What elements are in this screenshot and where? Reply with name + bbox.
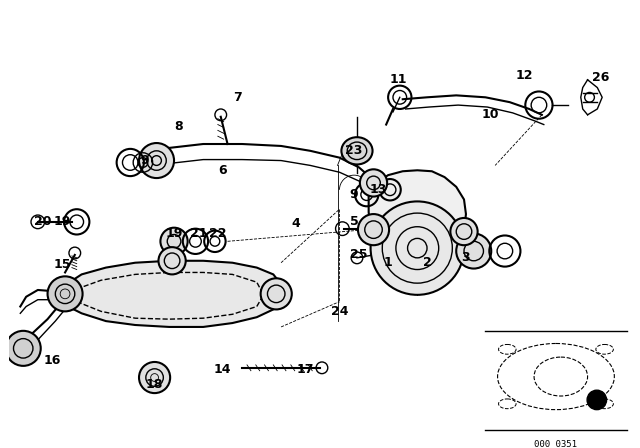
Text: 8: 8 — [175, 120, 183, 133]
Circle shape — [371, 202, 464, 295]
Circle shape — [260, 278, 292, 310]
Circle shape — [360, 169, 387, 197]
Circle shape — [139, 362, 170, 393]
Polygon shape — [369, 170, 466, 276]
Circle shape — [358, 214, 389, 245]
Polygon shape — [55, 261, 281, 327]
Text: 5: 5 — [349, 215, 358, 228]
Circle shape — [159, 247, 186, 274]
Text: 19: 19 — [165, 227, 183, 240]
Circle shape — [161, 228, 188, 255]
Circle shape — [6, 331, 41, 366]
Text: 14: 14 — [214, 363, 232, 376]
Text: 2: 2 — [422, 256, 431, 269]
Text: 9: 9 — [141, 154, 149, 167]
Text: 20: 20 — [34, 215, 51, 228]
Text: 24: 24 — [331, 305, 348, 318]
Text: 12: 12 — [516, 69, 533, 82]
Text: 7: 7 — [233, 91, 242, 104]
Text: 15: 15 — [53, 258, 71, 271]
Ellipse shape — [341, 137, 372, 164]
Text: 000 0351: 000 0351 — [534, 440, 577, 448]
Circle shape — [587, 390, 607, 409]
Text: 9: 9 — [349, 188, 358, 201]
Text: 23: 23 — [346, 144, 363, 157]
Circle shape — [139, 143, 174, 178]
Text: 13: 13 — [370, 183, 387, 196]
Circle shape — [47, 276, 83, 311]
Text: 18: 18 — [146, 378, 163, 391]
Text: 17: 17 — [297, 363, 314, 376]
Text: 19: 19 — [54, 215, 71, 228]
Text: 21: 21 — [189, 227, 207, 240]
Text: 26: 26 — [591, 71, 609, 84]
Circle shape — [451, 218, 477, 245]
Circle shape — [456, 233, 492, 268]
Text: 25: 25 — [350, 249, 367, 262]
Text: 11: 11 — [389, 73, 406, 86]
Text: 16: 16 — [44, 353, 61, 366]
Text: 22: 22 — [209, 227, 227, 240]
Text: 10: 10 — [481, 108, 499, 121]
Text: 3: 3 — [461, 251, 470, 264]
Text: 1: 1 — [384, 256, 392, 269]
Text: 6: 6 — [218, 164, 227, 177]
Text: 4: 4 — [291, 217, 300, 230]
